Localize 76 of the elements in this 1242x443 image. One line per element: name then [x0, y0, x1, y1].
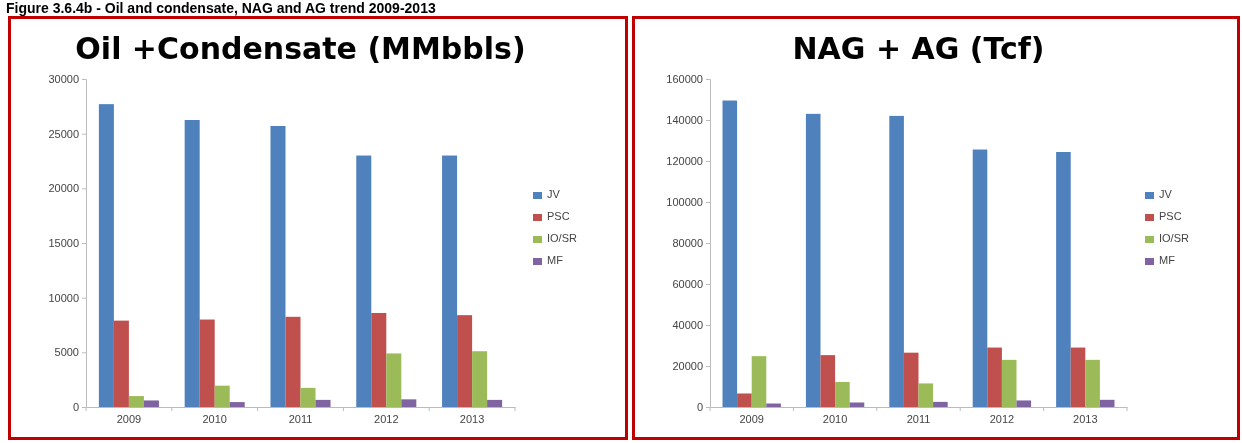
bar: [128, 396, 144, 407]
y-tick-label: 140000: [666, 114, 703, 127]
y-tick-label: 15000: [48, 237, 79, 250]
bar: [143, 400, 159, 407]
y-tick-label: 120000: [666, 155, 703, 168]
legend-label: MF: [547, 254, 564, 266]
bar: [1085, 359, 1100, 407]
y-tick-label: 160000: [666, 73, 703, 86]
bar: [737, 393, 752, 407]
y-tick-label: 100000: [666, 196, 703, 209]
chart-title: Oil +Condensate (MMbbls): [75, 31, 526, 66]
bar: [1001, 359, 1017, 407]
bar: [487, 399, 503, 407]
bar: [918, 383, 934, 407]
bar: [113, 320, 129, 407]
x-tick-label: 2009: [739, 412, 764, 425]
bar: [1099, 399, 1115, 407]
legend-label: JV: [547, 188, 561, 200]
y-tick-label: 0: [72, 401, 79, 414]
x-tick-label: 2011: [288, 412, 313, 425]
bar: [722, 100, 738, 407]
legend-label: PSC: [1159, 210, 1182, 222]
y-tick-label: 25000: [48, 127, 79, 140]
bar: [386, 353, 402, 407]
y-tick-label: 20000: [672, 360, 703, 373]
bar: [889, 115, 904, 407]
bar: [835, 381, 850, 407]
bar: [98, 104, 114, 407]
y-tick-label: 60000: [672, 278, 703, 291]
x-tick-label: 2013: [1073, 412, 1098, 425]
legend-label: PSC: [547, 210, 570, 222]
y-tick-label: 0: [696, 401, 703, 414]
bar: [1016, 400, 1032, 407]
bar: [315, 399, 331, 407]
x-tick-label: 2010: [202, 412, 227, 425]
bar: [300, 387, 316, 407]
bar: [933, 401, 948, 407]
y-tick-label: 80000: [672, 237, 703, 250]
x-tick-label: 2009: [116, 412, 142, 425]
legend-label: MF: [1159, 254, 1176, 266]
bar: [401, 399, 417, 407]
x-tick-label: 2013: [459, 412, 485, 425]
bar: [1070, 347, 1086, 407]
chart-title: NAG + AG (Tcf): [792, 31, 1045, 66]
bar: [987, 347, 1002, 407]
bar: [849, 402, 865, 407]
x-tick-label: 2012: [374, 412, 399, 425]
y-tick-label: 10000: [48, 291, 79, 304]
bar: [442, 155, 458, 407]
bar: [229, 402, 245, 407]
bar: [820, 355, 836, 407]
legend-label: IO/SR: [547, 232, 578, 244]
x-tick-label: 2012: [989, 412, 1015, 425]
bar: [1056, 151, 1071, 407]
bar: [371, 312, 387, 407]
y-tick-label: 20000: [48, 182, 79, 195]
bar: [214, 385, 230, 407]
bar: [972, 149, 988, 407]
bar: [285, 316, 301, 407]
legend-label: JV: [1159, 188, 1173, 200]
legend-label: IO/SR: [1159, 232, 1190, 244]
bar: [457, 315, 473, 407]
bar: [472, 351, 488, 407]
bar: [356, 155, 372, 407]
caption: Figure 3.6.4b - Oil and condensate, NAG and AG trend 2009-2013: [6, 0, 436, 16]
bar: [199, 319, 215, 407]
bar: [184, 120, 200, 407]
y-tick-label: 40000: [672, 319, 703, 332]
y-tick-label: 30000: [48, 73, 79, 86]
x-tick-label: 2011: [906, 412, 931, 425]
bar: [805, 113, 821, 407]
bar: [751, 356, 767, 407]
bar: [270, 126, 286, 407]
y-tick-label: 5000: [54, 346, 79, 359]
x-tick-label: 2010: [822, 412, 848, 425]
bar: [903, 352, 919, 407]
